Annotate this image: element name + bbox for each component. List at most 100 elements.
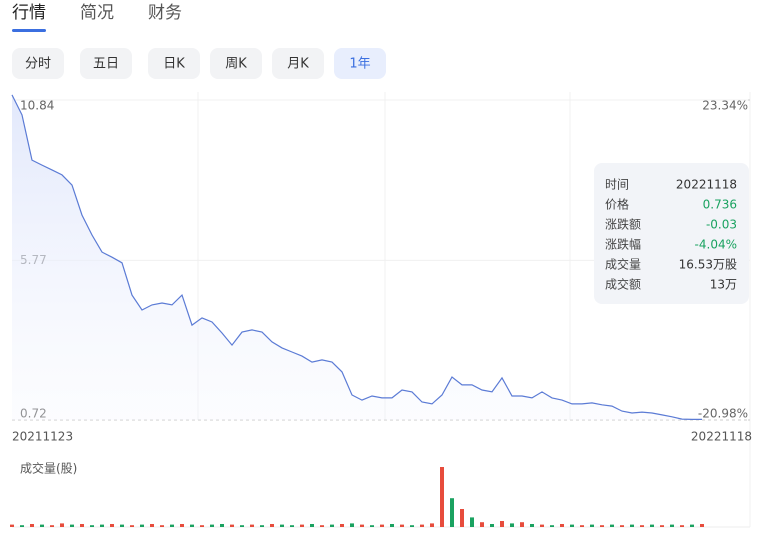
tooltip-value: 16.53万股 bbox=[679, 258, 737, 272]
volume-bar bbox=[670, 524, 674, 527]
tooltip-label: 成交量 bbox=[605, 257, 641, 272]
period-button[interactable] bbox=[12, 48, 64, 79]
volume-bar bbox=[560, 524, 564, 527]
volume-bar bbox=[450, 498, 454, 527]
volume-bar bbox=[690, 524, 694, 527]
period-label[interactable]: 周K bbox=[225, 57, 247, 72]
volume-bar bbox=[340, 524, 344, 527]
tooltip-value: 0.736 bbox=[703, 198, 737, 212]
volume-bar bbox=[550, 525, 554, 527]
volume-bar bbox=[360, 524, 364, 527]
volume-bar bbox=[440, 467, 444, 527]
y2-tick-label: -20.98% bbox=[698, 407, 748, 421]
volume-bar bbox=[200, 525, 204, 527]
volume-bar bbox=[460, 509, 464, 527]
volume-bar bbox=[540, 524, 544, 527]
tooltip-label: 价格 bbox=[605, 197, 629, 212]
volume-bar bbox=[40, 524, 44, 527]
volume-bar bbox=[430, 523, 434, 527]
period-button[interactable] bbox=[272, 48, 324, 79]
volume-bar bbox=[610, 524, 614, 527]
volume-bar bbox=[190, 524, 194, 527]
tab[interactable]: 简况 bbox=[80, 3, 114, 23]
volume-bar bbox=[60, 523, 64, 527]
volume-bar bbox=[220, 524, 224, 527]
volume-bar bbox=[280, 524, 284, 527]
volume-bar bbox=[480, 522, 484, 527]
tab-underline bbox=[12, 29, 46, 32]
tab[interactable]: 财务 bbox=[148, 3, 182, 23]
volume-bar bbox=[30, 524, 34, 527]
x-label: 20211123 bbox=[12, 430, 73, 444]
period-button[interactable] bbox=[334, 48, 386, 79]
price-line bbox=[11, 94, 702, 420]
volume-bar bbox=[320, 525, 324, 527]
period-label[interactable]: 1年 bbox=[349, 57, 370, 72]
period-label[interactable]: 五日 bbox=[93, 57, 119, 72]
volume-bar bbox=[500, 521, 504, 527]
volume-bar bbox=[210, 524, 214, 527]
volume-bar bbox=[260, 525, 264, 527]
period-label[interactable]: 分时 bbox=[25, 57, 51, 72]
volume-bar bbox=[420, 524, 424, 527]
volume-bar bbox=[390, 524, 394, 527]
volume-bar bbox=[270, 524, 274, 527]
volume-bar bbox=[350, 523, 354, 527]
volume-bar bbox=[50, 525, 54, 527]
volume-bar bbox=[110, 524, 114, 527]
period-button[interactable] bbox=[148, 48, 200, 79]
volume-bar bbox=[370, 525, 374, 527]
period-button[interactable] bbox=[210, 48, 262, 79]
volume-bar bbox=[230, 524, 234, 527]
volume-bar bbox=[240, 525, 244, 527]
volume-bar bbox=[410, 525, 414, 527]
volume-bar bbox=[250, 524, 254, 527]
volume-bar bbox=[530, 524, 534, 527]
volume-bar bbox=[470, 517, 474, 527]
volume-bar bbox=[330, 524, 334, 527]
volume-bar bbox=[20, 525, 24, 527]
volume-bar bbox=[10, 524, 14, 527]
volume-bar bbox=[70, 524, 74, 527]
tooltip-value: -0.03 bbox=[706, 218, 737, 232]
volume-bar bbox=[290, 525, 294, 527]
volume-bar bbox=[380, 524, 384, 527]
volume-bar bbox=[520, 522, 524, 527]
volume-bar bbox=[150, 524, 154, 527]
volume-bar bbox=[700, 524, 704, 527]
tooltip-value: -4.04% bbox=[695, 238, 737, 252]
tooltip-label: 时间 bbox=[605, 178, 629, 192]
volume-bar bbox=[490, 524, 494, 527]
volume-title: 成交量(股) bbox=[20, 461, 77, 476]
volume-bar bbox=[170, 524, 174, 527]
volume-bar bbox=[80, 524, 84, 527]
volume-bar bbox=[600, 525, 604, 527]
tooltip-value: 20221118 bbox=[676, 178, 737, 192]
volume-bar bbox=[400, 524, 404, 527]
tooltip-value: 13万 bbox=[710, 278, 737, 292]
volume-bar bbox=[100, 524, 104, 527]
volume-bar bbox=[140, 524, 144, 527]
tooltip-box bbox=[594, 163, 749, 304]
y2-tick-label: 23.34% bbox=[702, 99, 748, 113]
period-label[interactable]: 月K bbox=[287, 57, 309, 72]
volume-bar bbox=[640, 525, 644, 527]
volume-bar bbox=[300, 524, 304, 527]
volume-bar bbox=[630, 524, 634, 527]
volume-bar bbox=[310, 524, 314, 527]
tooltip-label: 涨跌额 bbox=[605, 217, 641, 232]
volume-bar bbox=[90, 525, 94, 527]
volume-bar bbox=[650, 524, 654, 527]
volume-bar bbox=[590, 524, 594, 527]
y-tick-label: 10.84 bbox=[20, 99, 54, 113]
volume-bar bbox=[620, 525, 624, 527]
period-label[interactable]: 日K bbox=[163, 57, 185, 72]
volume-bar bbox=[510, 523, 514, 527]
volume-bar bbox=[570, 524, 574, 527]
volume-bar bbox=[120, 524, 124, 527]
tab[interactable]: 行情 bbox=[12, 3, 46, 23]
tooltip-label: 涨跌幅 bbox=[605, 237, 641, 252]
period-button[interactable] bbox=[80, 48, 132, 79]
x-label: 20221118 bbox=[691, 430, 752, 444]
